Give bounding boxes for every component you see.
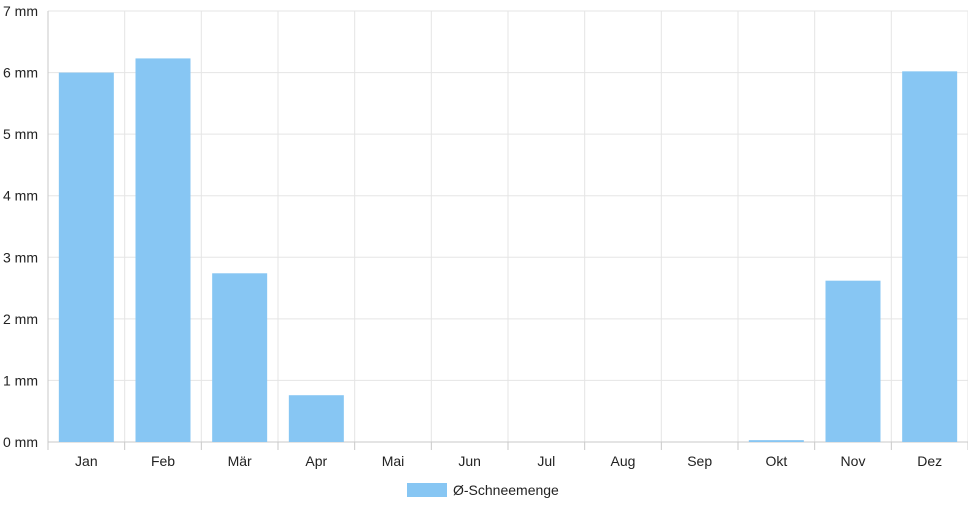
- bar-Apr[interactable]: [288, 395, 344, 442]
- y-tick-label: 5 mm: [3, 126, 38, 142]
- y-tick-label: 0 mm: [3, 434, 38, 450]
- legend-swatch: [407, 483, 447, 497]
- y-tick-label: 6 mm: [3, 65, 38, 81]
- x-tick-label: Sep: [687, 453, 712, 469]
- legend-label: Ø-Schneemenge: [453, 482, 559, 498]
- x-tick-label: Mär: [228, 453, 252, 469]
- x-tick-label: Aug: [611, 453, 636, 469]
- x-tick-label: Feb: [151, 453, 175, 469]
- y-tick-label: 7 mm: [3, 3, 38, 19]
- x-tick-label: Jul: [537, 453, 555, 469]
- x-tick-label: Okt: [765, 453, 787, 469]
- x-tick-label: Jan: [75, 453, 98, 469]
- bar-Mär[interactable]: [212, 273, 268, 442]
- y-tick-label: 2 mm: [3, 311, 38, 327]
- bar-Feb[interactable]: [135, 58, 191, 442]
- x-tick-label: Dez: [917, 453, 942, 469]
- bar-Nov[interactable]: [825, 280, 881, 442]
- y-tick-label: 3 mm: [3, 249, 38, 265]
- bar-Dez[interactable]: [902, 71, 958, 442]
- x-tick-label: Mai: [382, 453, 405, 469]
- bar-Okt[interactable]: [748, 440, 804, 442]
- y-tick-label: 1 mm: [3, 372, 38, 388]
- x-tick-label: Nov: [841, 453, 866, 469]
- bar-Jan[interactable]: [58, 72, 114, 443]
- y-tick-label: 4 mm: [3, 188, 38, 204]
- chart-legend[interactable]: Ø-Schneemenge: [407, 481, 559, 499]
- x-tick-label: Apr: [305, 453, 327, 469]
- x-tick-label: Jun: [458, 453, 481, 469]
